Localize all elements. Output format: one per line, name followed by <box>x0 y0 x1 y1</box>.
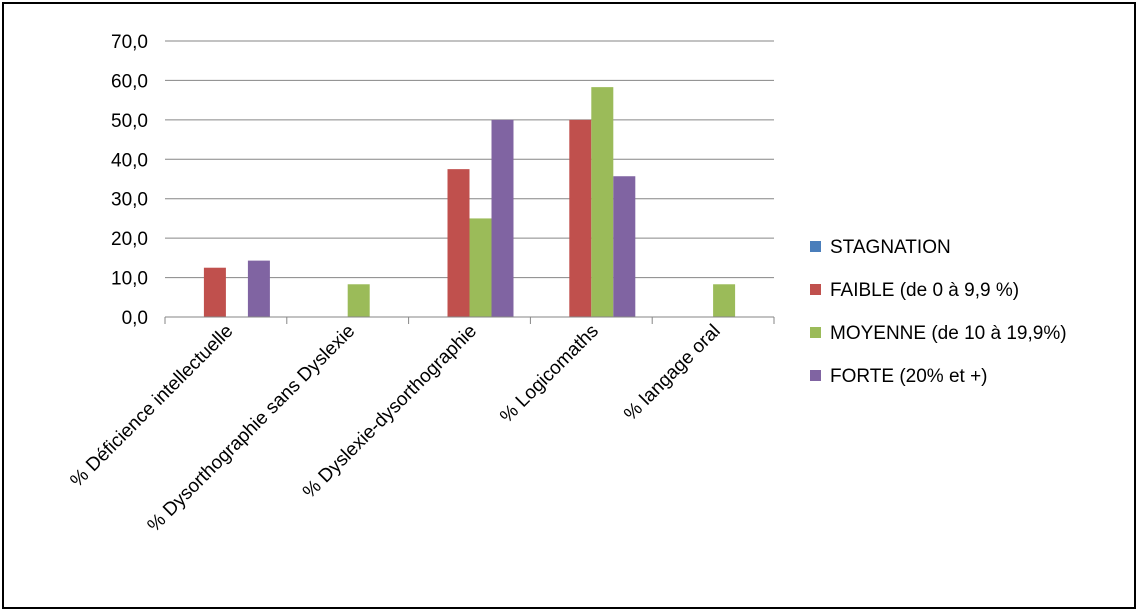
x-tick-label: % Dysorthographie sans Dyslexie <box>144 321 360 537</box>
bar <box>491 119 514 317</box>
y-tick-label: 60,0 <box>111 71 148 92</box>
legend-swatch <box>810 284 821 295</box>
y-tick-label: 40,0 <box>111 150 148 171</box>
bar <box>713 284 736 317</box>
legend-label: MOYENNE (de 10 à 19,9%) <box>830 323 1067 344</box>
bar <box>469 218 492 317</box>
x-tick-label: % Logicomaths <box>496 321 603 428</box>
y-axis-ticks: 0,0 10,0 20,0 30,0 40,0 50,0 60,0 70,0 <box>111 32 148 329</box>
legend-label: FORTE (20% et +) <box>830 366 988 387</box>
legend: STAGNATION FAIBLE (de 0 à 9,9 %) MOYENNE (… <box>810 237 1067 387</box>
legend-label: FAIBLE (de 0 à 9,9 %) <box>830 280 1019 301</box>
y-tick-label: 10,0 <box>111 269 148 290</box>
legend-label: STAGNATION <box>830 237 951 258</box>
y-tick-label: 70,0 <box>111 32 148 53</box>
bar <box>203 267 226 317</box>
bars <box>203 87 736 317</box>
bar <box>447 169 470 317</box>
y-tick-label: 0,0 <box>122 308 148 329</box>
y-tick-label: 20,0 <box>111 229 148 250</box>
bar <box>247 260 270 317</box>
legend-swatch <box>810 370 821 381</box>
x-axis <box>164 316 775 324</box>
x-axis-labels: % Déficience intellectuelle% Dysorthogra… <box>67 321 725 537</box>
y-tick-label: 30,0 <box>111 190 148 211</box>
bar <box>613 176 636 317</box>
bar-chart: 0,0 10,0 20,0 30,0 40,0 50,0 60,0 70,0 % Défici… <box>67 32 1067 537</box>
bar <box>591 87 614 317</box>
x-tick-label: % langage oral <box>620 321 724 425</box>
y-tick-label: 50,0 <box>111 111 148 132</box>
legend-swatch <box>810 327 821 338</box>
bar <box>347 284 370 317</box>
legend-swatch <box>810 241 821 252</box>
bar <box>569 119 592 317</box>
